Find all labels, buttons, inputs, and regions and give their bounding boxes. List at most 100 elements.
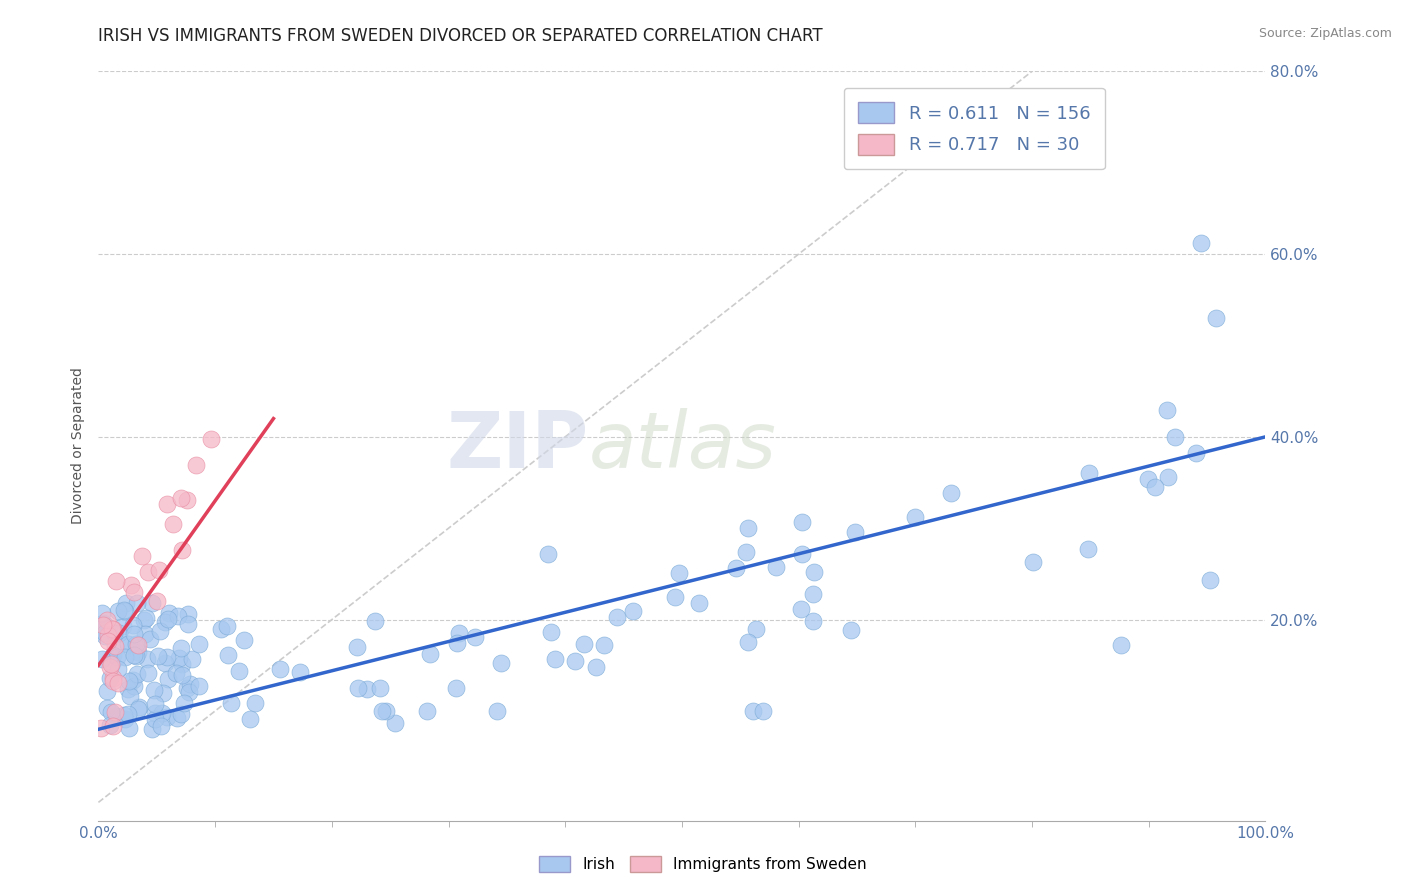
Point <box>790 516 813 530</box>
Point <box>346 681 368 695</box>
Point <box>107 604 129 618</box>
Point <box>103 671 125 685</box>
Point <box>112 603 135 617</box>
Point <box>101 674 124 689</box>
Point <box>228 664 250 678</box>
Point <box>1164 430 1187 444</box>
Point <box>162 517 184 532</box>
Point <box>169 491 191 506</box>
Point <box>167 608 190 623</box>
Point <box>127 597 149 611</box>
Point <box>169 651 191 665</box>
Point <box>122 673 145 687</box>
Point <box>464 631 486 645</box>
Point <box>96 684 118 698</box>
Point <box>103 622 125 636</box>
Point <box>564 654 586 668</box>
Point <box>243 696 266 710</box>
Point <box>153 615 176 629</box>
Point <box>105 650 128 665</box>
Point <box>105 708 128 723</box>
Point <box>217 648 239 662</box>
Point <box>1189 236 1212 251</box>
Point <box>136 565 159 579</box>
Text: IRISH VS IMMIGRANTS FROM SWEDEN DIVORCED OR SEPARATED CORRELATION CHART: IRISH VS IMMIGRANTS FROM SWEDEN DIVORCED… <box>98 27 823 45</box>
Point <box>120 577 142 591</box>
Point <box>176 493 198 508</box>
Y-axis label: Divorced or Separated: Divorced or Separated <box>70 368 84 524</box>
Point <box>792 547 814 561</box>
Point <box>149 624 172 639</box>
Point <box>1109 638 1132 652</box>
Point <box>1021 555 1043 569</box>
Point <box>188 637 211 651</box>
Point <box>96 701 118 715</box>
Point <box>217 619 239 633</box>
Point <box>170 640 193 655</box>
Point <box>118 721 141 735</box>
Point <box>156 612 179 626</box>
Point <box>152 685 174 699</box>
Point <box>177 607 200 621</box>
Point <box>446 636 468 650</box>
Point <box>170 543 193 558</box>
Point <box>1157 470 1180 484</box>
Point <box>150 706 173 720</box>
Point <box>111 637 134 651</box>
Point <box>101 648 124 663</box>
Point <box>368 681 391 695</box>
Point <box>364 614 387 628</box>
Point <box>93 618 115 632</box>
Point <box>90 721 112 735</box>
Point <box>107 675 129 690</box>
Point <box>103 639 125 653</box>
Point <box>117 681 139 696</box>
Point <box>166 711 188 725</box>
Point <box>173 696 195 710</box>
Point <box>737 521 759 535</box>
Point <box>128 700 150 714</box>
Point <box>135 611 157 625</box>
Point <box>574 637 596 651</box>
Point <box>544 651 567 665</box>
Point <box>127 667 149 681</box>
Point <box>176 681 198 695</box>
Point <box>269 662 291 676</box>
Point <box>585 660 607 674</box>
Point <box>96 613 118 627</box>
Point <box>419 647 441 661</box>
Point <box>1156 403 1178 417</box>
Point <box>170 706 193 721</box>
Point <box>839 623 862 637</box>
Point <box>90 651 112 665</box>
Point <box>107 662 129 676</box>
Point <box>122 585 145 599</box>
Point <box>157 672 180 686</box>
Point <box>724 561 747 575</box>
Point <box>100 705 122 719</box>
Point <box>111 619 134 633</box>
Point <box>143 697 166 711</box>
Point <box>621 603 644 617</box>
Point <box>444 681 467 695</box>
Point <box>790 602 813 616</box>
Point <box>141 596 163 610</box>
Point <box>122 627 145 641</box>
Point <box>489 657 512 671</box>
Point <box>734 544 756 558</box>
Point <box>170 668 193 682</box>
Point <box>156 710 179 724</box>
Point <box>447 625 470 640</box>
Point <box>101 656 124 670</box>
Text: ZIP: ZIP <box>446 408 589 484</box>
Point <box>219 696 242 710</box>
Point <box>485 704 508 718</box>
Point <box>165 666 187 681</box>
Legend: Irish, Immigrants from Sweden: Irish, Immigrants from Sweden <box>531 848 875 880</box>
Point <box>127 645 149 659</box>
Point <box>146 648 169 663</box>
Point <box>1137 471 1160 485</box>
Legend: R = 0.611   N = 156, R = 0.717   N = 30: R = 0.611 N = 156, R = 0.717 N = 30 <box>844 88 1105 169</box>
Point <box>122 679 145 693</box>
Point <box>1185 446 1208 460</box>
